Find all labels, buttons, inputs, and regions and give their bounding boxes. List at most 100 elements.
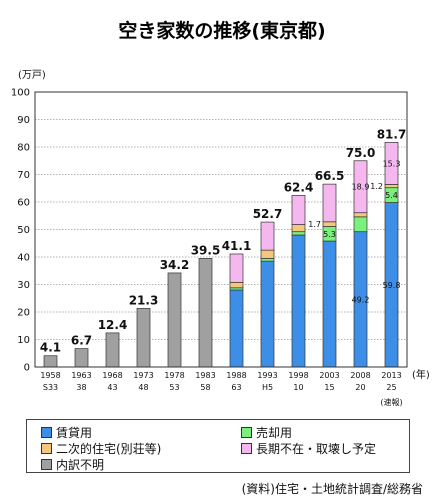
labels: 0 10 20 30 40 50 60 70 80 90 100 4.1 1958 S33 6.7 1963 3… (11, 88, 406, 408)
bar-total-label: 62.4 (284, 180, 314, 194)
x-tick-era-label: 48 (138, 383, 148, 392)
bar-total-label: 52.7 (253, 207, 283, 221)
x-tick-label: 1998 (288, 371, 308, 380)
x-tick-label: 2013 (381, 371, 401, 380)
bar-total-label: 6.7 (71, 334, 92, 348)
x-tick-era-label: 58 (200, 383, 210, 392)
bar-segment (384, 184, 399, 189)
bar-total-label: 81.7 (377, 127, 407, 141)
legend-item-unknown: 内訳不明 (41, 456, 104, 473)
bar-segment (291, 234, 306, 368)
x-tick-label: 2008 (350, 371, 370, 380)
bar-segment (229, 289, 244, 368)
segment-value-label: 5.3 (323, 230, 336, 239)
chart-title: 空き家数の推移(東京都) (118, 19, 325, 42)
legend-label: 内訳不明 (56, 458, 105, 472)
x-tick-era-label: 25 (386, 383, 396, 392)
legend: 賃貸用 売却用 二次的住宅(別荘等) 長期不在・取壊し予定 内訳不明 (26, 419, 410, 473)
segment-value-label: 18.9 (352, 183, 370, 192)
segment-value-label: 1.7 (308, 220, 321, 229)
x-tick-era-label: S33 (43, 383, 58, 392)
legend-label: 賃貸用 (56, 426, 93, 440)
bar-segment (353, 216, 368, 233)
y-tick-label: 30 (17, 280, 30, 291)
bar-segment (229, 281, 244, 289)
bar-segment (291, 231, 306, 236)
bar-total-label: 75.0 (346, 146, 376, 160)
bars (43, 141, 399, 368)
bar-segment (260, 221, 275, 251)
segment-value-label: 49.2 (352, 295, 370, 304)
legend-item-secondary: 二次的住宅(別荘等) (41, 440, 161, 457)
gridlines (35, 119, 407, 340)
x-tick-era-label: 43 (107, 383, 117, 392)
bar-segment (353, 212, 368, 218)
y-tick-label: 50 (17, 225, 30, 236)
bar-total-label: 21.3 (129, 293, 159, 307)
bar-segment (384, 141, 399, 185)
bar-segment (291, 224, 306, 233)
legend-swatch (241, 427, 252, 438)
y-tick-label: 40 (17, 253, 30, 264)
legend-item-long-absent: 長期不在・取壊し予定 (241, 440, 376, 457)
x-tick-label: 1973 (133, 371, 153, 380)
bar-segment (229, 253, 244, 283)
bar-segment (74, 348, 89, 368)
bar-segment (260, 260, 275, 368)
legend-label: 長期不在・取壊し予定 (256, 442, 377, 456)
x-tick-era-label: 53 (169, 383, 179, 392)
y-tick-label: 80 (17, 143, 30, 154)
bar-segment (322, 183, 337, 223)
legend-swatch (41, 459, 52, 470)
legend-label: 売却用 (256, 426, 293, 440)
segment-value-label: 1.2 (370, 182, 383, 191)
x-tick-era-label: 15 (324, 383, 334, 392)
y-tick-label: 100 (11, 88, 30, 99)
x-tick-era-label: H5 (262, 383, 273, 392)
legend-swatch (41, 443, 52, 454)
source-note: (資料)住宅・土地統計調査/総務省 (241, 482, 423, 496)
bar-segment (322, 221, 337, 227)
bar-segment (291, 195, 306, 225)
legend-swatch (241, 443, 252, 454)
segment-value-label: 5.4 (385, 191, 398, 200)
bar-segment (322, 240, 337, 368)
y-tick-label: 20 (17, 308, 30, 319)
bar-total-label: 39.5 (191, 243, 221, 257)
x-tick-label: 1988 (226, 371, 246, 380)
preliminary-note: (速報) (380, 398, 402, 407)
x-tick-era-label: 10 (293, 383, 303, 392)
y-tick-label: 70 (17, 170, 30, 181)
y-tick-label: 0 (24, 363, 30, 374)
bar-segment (260, 249, 275, 259)
x-tick-label: 1963 (71, 371, 91, 380)
y-tick-label: 60 (17, 198, 30, 209)
x-tick-era-label: 38 (76, 383, 86, 392)
x-tick-label: 2003 (319, 371, 339, 380)
x-tick-label: 1983 (195, 371, 215, 380)
legend-label: 二次的住宅(別荘等) (56, 442, 162, 456)
bar-total-label: 34.2 (160, 258, 190, 272)
x-tick-label: 1958 (40, 371, 60, 380)
bar-total-label: 12.4 (98, 318, 128, 332)
legend-item-rental: 賃貸用 (41, 424, 92, 441)
bar-segment (198, 258, 213, 368)
bar-total-label: 66.5 (315, 169, 345, 183)
legend-item-sale: 売却用 (241, 424, 292, 441)
bar-segment (136, 308, 151, 368)
bar-total-label: 41.1 (222, 239, 252, 253)
x-tick-label: 1978 (164, 371, 184, 380)
x-tick-label: 1993 (257, 371, 277, 380)
y-tick-label: 10 (17, 335, 30, 346)
legend-swatch (41, 427, 52, 438)
bar-segment (43, 355, 58, 368)
bar-segment (105, 332, 120, 368)
bar-segment (167, 272, 182, 368)
x-tick-label: 1968 (102, 371, 122, 380)
x-tick-era-label: 63 (231, 383, 241, 392)
plot-frame (34, 91, 408, 368)
y-axis-label: (万戸) (18, 69, 46, 81)
x-axis-label: (年) (412, 368, 430, 381)
segment-value-label: 59.8 (383, 281, 401, 290)
